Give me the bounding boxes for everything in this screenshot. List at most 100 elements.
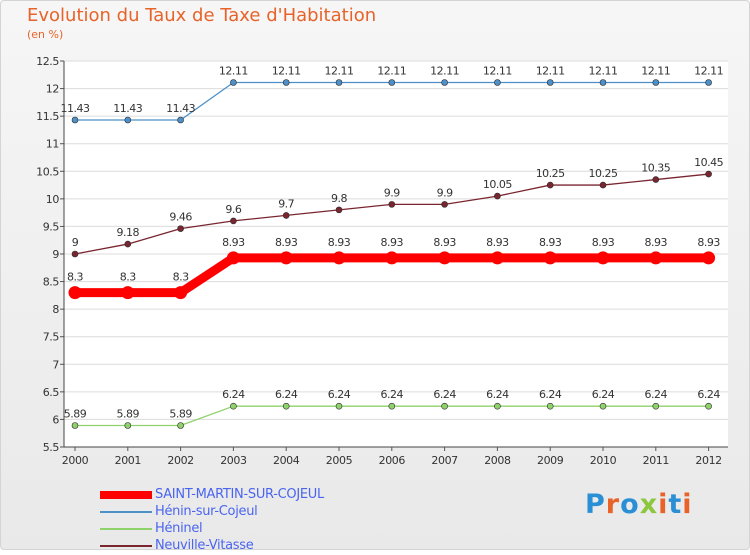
data-label: 6.24 [486, 388, 509, 401]
data-point [546, 402, 554, 410]
data-label: 8.93 [433, 236, 456, 249]
data-label: 9.6 [225, 203, 241, 216]
data-label: 12.11 [272, 65, 301, 78]
x-tick-label: 2000 [62, 454, 89, 467]
y-tick-label: 10.5 [36, 165, 59, 178]
data-point [441, 201, 448, 208]
data-label: 6.24 [539, 388, 562, 401]
y-tick-label: 8 [52, 303, 59, 316]
data-label: 12.11 [694, 65, 723, 78]
logo-letter: x [639, 489, 659, 520]
data-point [226, 251, 240, 265]
x-tick-label: 2008 [484, 454, 511, 467]
data-point [546, 79, 554, 86]
data-label: 9.7 [278, 197, 294, 210]
data-point [596, 251, 610, 265]
data-label: 10.25 [589, 167, 618, 180]
data-point [124, 240, 132, 248]
y-tick-label: 9 [52, 248, 59, 261]
data-label: 8.93 [645, 236, 668, 249]
data-label: 8.3 [67, 271, 83, 284]
data-label: 12.11 [377, 65, 406, 78]
x-tick-label: 2003 [220, 454, 247, 467]
data-point [332, 251, 346, 265]
x-tick-label: 2009 [537, 454, 564, 467]
data-label: 8.3 [120, 271, 136, 284]
data-label: 8.93 [486, 236, 509, 249]
data-label: 11.43 [61, 102, 90, 115]
data-label: 8.93 [328, 236, 351, 249]
data-label: 6.24 [592, 388, 615, 401]
x-tick-label: 2004 [273, 454, 300, 467]
data-label: 10.45 [694, 156, 723, 169]
logo-letter: P [585, 489, 606, 520]
data-label: 6.24 [697, 388, 720, 401]
legend-swatch [100, 491, 152, 499]
data-point [546, 181, 554, 189]
proxiti-logo: Proxiti [585, 489, 693, 520]
y-tick-label: 11.5 [36, 110, 59, 123]
data-label: 6.24 [645, 388, 668, 401]
legend-label: Héninel [155, 521, 203, 536]
data-point [705, 170, 712, 178]
data-point [649, 251, 663, 265]
data-point [441, 79, 448, 86]
y-tick-label: 11 [46, 138, 59, 151]
data-point [494, 402, 501, 410]
data-label: 10.25 [536, 167, 565, 180]
data-label: 9 [72, 236, 79, 249]
data-label: 12.11 [641, 65, 670, 78]
data-point [174, 286, 188, 300]
data-label: 8.93 [697, 236, 720, 249]
data-point [230, 79, 237, 86]
data-point [124, 422, 132, 429]
x-tick-label: 2001 [115, 454, 141, 467]
data-point [388, 402, 396, 410]
data-point [543, 251, 557, 265]
y-tick-label: 5.5 [43, 441, 60, 454]
data-label: 8.93 [381, 236, 404, 249]
data-point [388, 201, 396, 208]
data-point [282, 212, 290, 219]
data-point [705, 402, 712, 410]
data-label: 5.89 [64, 407, 87, 420]
x-tick-label: 2005 [326, 454, 353, 467]
data-point [71, 116, 79, 124]
data-point [230, 402, 237, 410]
data-point [68, 286, 82, 300]
data-point [335, 79, 343, 86]
data-label: 8.93 [275, 236, 298, 249]
data-point [282, 402, 290, 410]
data-label: 12.11 [536, 65, 565, 78]
data-label: 10.35 [641, 162, 670, 175]
data-point [177, 422, 184, 429]
data-point [335, 206, 343, 214]
data-label: 6.24 [433, 388, 456, 401]
logo-letter: o [620, 489, 640, 520]
data-label: 6.24 [222, 388, 245, 401]
data-label: 12.11 [483, 65, 512, 78]
data-point [652, 79, 660, 86]
logo-letter: r [605, 489, 621, 520]
data-point [705, 79, 712, 86]
data-point [599, 79, 607, 86]
data-point [652, 402, 660, 410]
data-label: 8.3 [173, 271, 189, 284]
data-point [385, 251, 399, 265]
logo-letter: i [658, 489, 669, 520]
data-label: 9.9 [437, 186, 453, 199]
y-tick-label: 10 [46, 193, 60, 206]
data-point [441, 402, 448, 410]
legend-label: Hénin-sur-Cojeul [155, 504, 258, 519]
y-tick-label: 7.5 [43, 331, 60, 344]
data-label: 8.93 [222, 236, 245, 249]
data-point [335, 402, 343, 410]
y-tick-label: 9.5 [43, 220, 60, 233]
x-tick-label: 2012 [695, 454, 721, 467]
data-label: 12.11 [589, 65, 618, 78]
data-point [282, 79, 290, 86]
data-point [652, 176, 660, 183]
data-label: 9.46 [169, 211, 192, 224]
data-point [279, 251, 293, 265]
legend-label: SAINT-MARTIN-SUR-COJEUL [155, 487, 324, 502]
